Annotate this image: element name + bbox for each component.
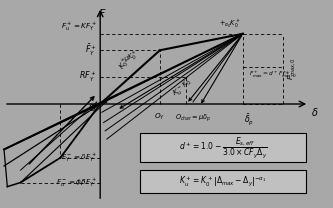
Text: $RF_Y^+$: $RF_Y^+$ — [79, 70, 97, 84]
Text: $F_{max}^+=d^+F_{max,0}^+$: $F_{max}^+=d^+F_{max,0}^+$ — [249, 69, 297, 79]
Text: $O_{char}=\mu\delta_p$: $O_{char}=\mu\delta_p$ — [175, 112, 211, 124]
Text: $d^+ = 1.0 - \dfrac{E_{s,eff}}{3.0 \times CF_y\Delta_y}$: $d^+ = 1.0 - \dfrac{E_{s,eff}}{3.0 \time… — [178, 135, 267, 160]
Text: $K_u^-$: $K_u^-$ — [170, 84, 186, 99]
Text: $K_0^+$: $K_0^+$ — [117, 56, 133, 72]
Text: $\bar{\delta}_p$: $\bar{\delta}_p$ — [244, 112, 254, 127]
Text: $F_Y^-=\delta F_Y^+$: $F_Y^-=\delta F_Y^+$ — [61, 152, 97, 164]
Text: $\bar{F}_Y^+$: $\bar{F}_Y^+$ — [85, 43, 97, 58]
Bar — [140, 133, 306, 162]
Text: $F_{max,0}^+$: $F_{max,0}^+$ — [286, 58, 298, 80]
Text: $K_u^+ = K_0^+ \left|\Delta_{max} - \Delta_y\right|^{-\alpha_1}$: $K_u^+ = K_0^+ \left|\Delta_{max} - \Del… — [179, 174, 267, 189]
Text: $\mu K_0^+$: $\mu K_0^+$ — [122, 49, 141, 66]
Text: $O_Y$: $O_Y$ — [154, 112, 166, 123]
Text: $\delta$: $\delta$ — [311, 106, 318, 118]
Text: $F_u^+=KF_Y^+$: $F_u^+=KF_Y^+$ — [61, 20, 97, 33]
Text: $+_{\alpha_0}K_0^+$: $+_{\alpha_0}K_0^+$ — [218, 17, 240, 30]
Text: $F_u^-=\phi\beta F_Y^+$: $F_u^-=\phi\beta F_Y^+$ — [56, 176, 97, 189]
Bar — [140, 170, 306, 193]
Text: O: O — [89, 104, 95, 113]
Text: $K_0^-$: $K_0^-$ — [180, 74, 196, 90]
Text: $F$: $F$ — [98, 7, 106, 19]
